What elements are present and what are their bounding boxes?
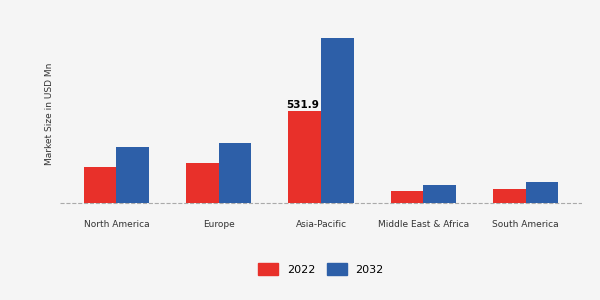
Bar	[288, 110, 321, 203]
Text: 531.9: 531.9	[286, 100, 319, 110]
Legend: 2022, 2032: 2022, 2032	[253, 258, 389, 280]
Bar	[423, 185, 456, 203]
Bar	[219, 143, 251, 203]
Bar	[321, 38, 354, 203]
Bar	[84, 167, 116, 203]
Bar	[493, 190, 526, 203]
Bar	[186, 163, 219, 203]
Bar	[116, 147, 149, 203]
Bar	[526, 182, 558, 203]
Y-axis label: Market Size in USD Mn: Market Size in USD Mn	[46, 63, 55, 165]
Bar	[391, 191, 423, 203]
